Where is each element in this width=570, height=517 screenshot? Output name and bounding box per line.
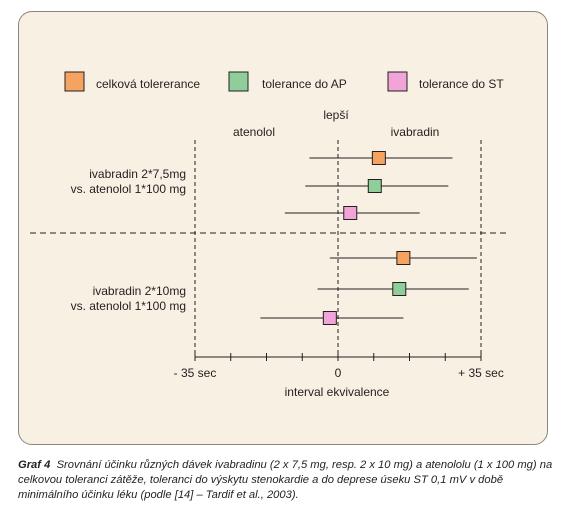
x-tick-label-zero: 0 <box>335 366 342 380</box>
group-2-label-line-1: ivabradin 2*10mg <box>93 284 186 298</box>
point-estimate-marker <box>343 206 358 220</box>
x-tick-label-minus-35: - 35 sec <box>174 366 217 380</box>
legend: celková tolererance tolerance do AP tole… <box>64 71 504 92</box>
group-1-label-line-1: ivabradin 2*7,5mg <box>89 167 186 181</box>
caption-label: Graf 4 <box>18 459 51 471</box>
point-estimate-marker <box>367 179 382 193</box>
forest-plot: celková tolererance tolerance do AP tole… <box>30 71 510 399</box>
legend-swatch-ap <box>228 71 249 92</box>
legend-label-overall: celková tolererance <box>96 77 200 91</box>
chart-panel <box>18 11 548 445</box>
top-label: lepší <box>323 108 349 122</box>
point-estimate-marker <box>392 282 407 296</box>
x-axis-ticks <box>194 353 482 361</box>
right-side-label: ivabradin <box>391 125 440 139</box>
legend-label-ap: tolerance do AP <box>262 77 347 91</box>
point-estimate-marker <box>396 251 411 265</box>
point-estimate-marker <box>371 151 386 165</box>
x-axis-title: interval ekvivalence <box>285 385 390 399</box>
left-side-label: atenolol <box>233 125 275 139</box>
legend-label-st: tolerance do ST <box>419 77 504 91</box>
group-2-label-line-2: vs. atenolol 1*100 mg <box>71 299 186 313</box>
forest-marks <box>260 151 477 325</box>
point-estimate-marker <box>322 311 337 325</box>
caption-text: Srovnání účinku různých dávek ivabradinu… <box>18 459 553 501</box>
x-tick-label-plus-35: + 35 sec <box>458 366 504 380</box>
legend-swatch-overall <box>64 71 85 92</box>
group-1-label-line-2: vs. atenolol 1*100 mg <box>71 182 186 196</box>
legend-swatch-st <box>387 71 408 92</box>
figure-caption: Graf 4 Srovnání účinku různých dávek iva… <box>18 458 554 503</box>
